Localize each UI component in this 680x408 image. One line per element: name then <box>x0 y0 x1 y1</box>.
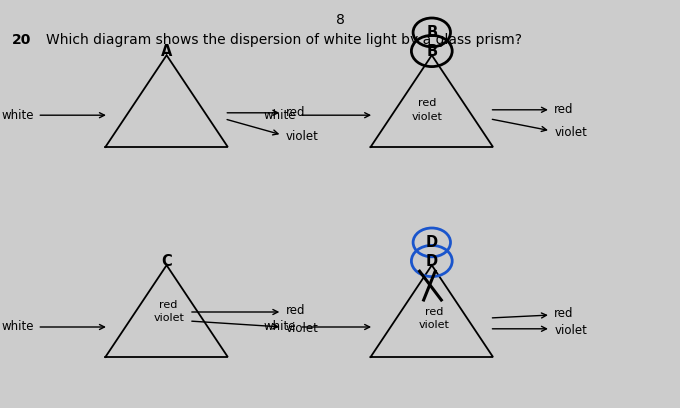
Text: violet: violet <box>418 320 449 330</box>
Text: violet: violet <box>411 112 443 122</box>
Text: white: white <box>263 321 296 333</box>
Text: red: red <box>424 307 443 317</box>
Text: violet: violet <box>286 130 318 143</box>
Text: white: white <box>1 321 34 333</box>
Text: white: white <box>1 109 34 122</box>
Text: red: red <box>286 106 305 119</box>
Text: red: red <box>418 98 437 108</box>
Text: red: red <box>554 307 574 320</box>
Text: violet: violet <box>554 126 587 138</box>
Text: red: red <box>159 300 178 310</box>
Text: D: D <box>426 253 438 268</box>
Text: red: red <box>286 304 305 317</box>
Text: B: B <box>426 44 437 58</box>
Text: 20: 20 <box>12 33 31 47</box>
Text: A: A <box>161 44 172 58</box>
Text: violet: violet <box>153 313 184 323</box>
Text: C: C <box>161 253 172 268</box>
Text: D: D <box>426 235 438 250</box>
Text: violet: violet <box>286 322 318 335</box>
Text: 8: 8 <box>335 13 345 27</box>
Text: B: B <box>426 25 437 40</box>
Text: white: white <box>263 109 296 122</box>
Text: red: red <box>554 103 574 116</box>
Text: Which diagram shows the dispersion of white light by a glass prism?: Which diagram shows the dispersion of wh… <box>46 33 522 47</box>
Text: violet: violet <box>554 324 587 337</box>
